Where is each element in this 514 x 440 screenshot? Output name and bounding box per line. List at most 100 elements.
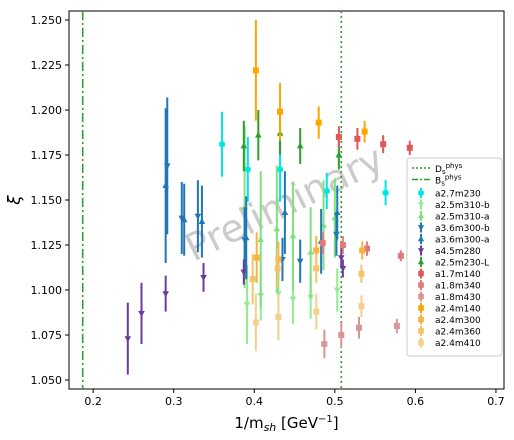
legend-label: a3.6m300-a [435, 236, 490, 246]
data-point [356, 324, 362, 331]
legend-swatch-marker [418, 293, 424, 300]
legend-swatch-marker [417, 248, 425, 254]
data-point [338, 332, 345, 338]
legend-box [406, 157, 503, 357]
data-point [313, 247, 320, 254]
data-point [313, 308, 320, 315]
y-tick-label: 1.250 [31, 14, 63, 27]
legend-swatch-marker [418, 316, 424, 323]
data-point [180, 216, 188, 223]
data-point [242, 234, 250, 241]
series-a2.4m360 [249, 248, 365, 305]
legend-label: a2.5m310-b [435, 201, 490, 211]
y-axis-label: ξ [5, 195, 25, 206]
x-tick-label: 0.6 [407, 395, 425, 408]
data-point [358, 270, 365, 277]
data-point [289, 296, 297, 303]
series-a2.4m410 [252, 293, 365, 352]
data-point [307, 248, 314, 255]
y-tick-label: 1.050 [31, 374, 63, 387]
legend-swatch-marker [418, 328, 424, 334]
data-point [194, 213, 202, 220]
x-tick-label: 0.3 [165, 395, 183, 408]
data-point [257, 236, 265, 242]
data-point [319, 240, 326, 247]
data-point [252, 319, 259, 326]
data-point [333, 287, 341, 294]
data-point [252, 67, 259, 74]
data-point [219, 140, 225, 148]
data-point [361, 128, 368, 135]
data-point [359, 247, 366, 254]
legend-label: a2.4m140 [435, 305, 481, 315]
data-point [364, 245, 371, 252]
x-tick-label: 0.7 [487, 395, 505, 408]
y-tick-label: 1.175 [31, 149, 63, 162]
legend-label: a3.6m300-b [435, 224, 490, 234]
data-point [406, 144, 413, 151]
data-point [358, 303, 365, 310]
data-point [281, 209, 289, 215]
data-point [315, 119, 322, 126]
data-point [397, 252, 404, 259]
data-point [274, 265, 281, 272]
legend-label: a1.8m430 [435, 293, 481, 303]
series-a2.7m230 [219, 111, 389, 209]
legend-label: a2.4m360 [435, 328, 481, 338]
series-a1.8m430 [321, 317, 400, 359]
legend-label: a1.7m140 [435, 270, 481, 280]
data-point [138, 311, 145, 317]
legend-swatch-marker [418, 270, 424, 277]
legend-swatch-marker [417, 258, 425, 265]
y-tick-label: 1.200 [31, 104, 63, 117]
data-point [393, 323, 400, 329]
series-a3.6m300-a [162, 108, 341, 280]
legend-swatch-marker [418, 339, 424, 346]
legend-swatch-marker [417, 202, 425, 208]
data-point [289, 232, 297, 239]
data-point [275, 314, 282, 320]
y-tick-label: 1.075 [31, 329, 63, 342]
legend-label: a2.5m310-a [435, 213, 490, 223]
legend-label: a1.8m340 [435, 282, 481, 292]
data-point [382, 189, 389, 197]
data-point [162, 291, 169, 298]
data-point [277, 165, 283, 173]
data-point [296, 142, 304, 149]
series-a2.4m300 [253, 232, 366, 283]
data-point [380, 141, 387, 148]
data-point [313, 265, 320, 272]
data-point [337, 255, 345, 262]
legend-label: a2.4m410 [435, 339, 481, 349]
legend-swatch-marker [418, 282, 424, 288]
x-axis-label: 1/msh [GeV−1] [234, 414, 338, 434]
data-point [277, 108, 284, 115]
data-point [243, 302, 251, 308]
data-point [124, 336, 132, 343]
x-tick-label: 0.2 [84, 395, 102, 408]
legend-swatch-marker [418, 305, 424, 311]
data-point [273, 225, 281, 232]
legend-label: a2.4m300 [435, 316, 481, 326]
y-tick-label: 1.125 [31, 239, 63, 252]
series-a1.8m340 [319, 232, 404, 262]
legend-swatch-marker [417, 235, 425, 242]
legend-label: a2.7m230 [435, 190, 481, 200]
legend-label: a2.5m230-L [435, 259, 489, 269]
data-point [296, 258, 304, 265]
y-tick-label: 1.150 [31, 194, 63, 207]
legend-swatch-marker [417, 225, 425, 231]
legend-swatch-marker [417, 212, 425, 219]
data-point [253, 254, 260, 261]
series-a4.5m280 [124, 246, 347, 375]
y-tick-label: 1.100 [31, 284, 63, 297]
y-tick-label: 1.225 [31, 59, 63, 72]
data-point [333, 209, 341, 215]
data-point [162, 182, 169, 188]
data-point [255, 131, 262, 138]
data-point [335, 151, 343, 158]
data-point [321, 341, 328, 347]
data-point [307, 294, 314, 301]
data-point [198, 218, 206, 224]
